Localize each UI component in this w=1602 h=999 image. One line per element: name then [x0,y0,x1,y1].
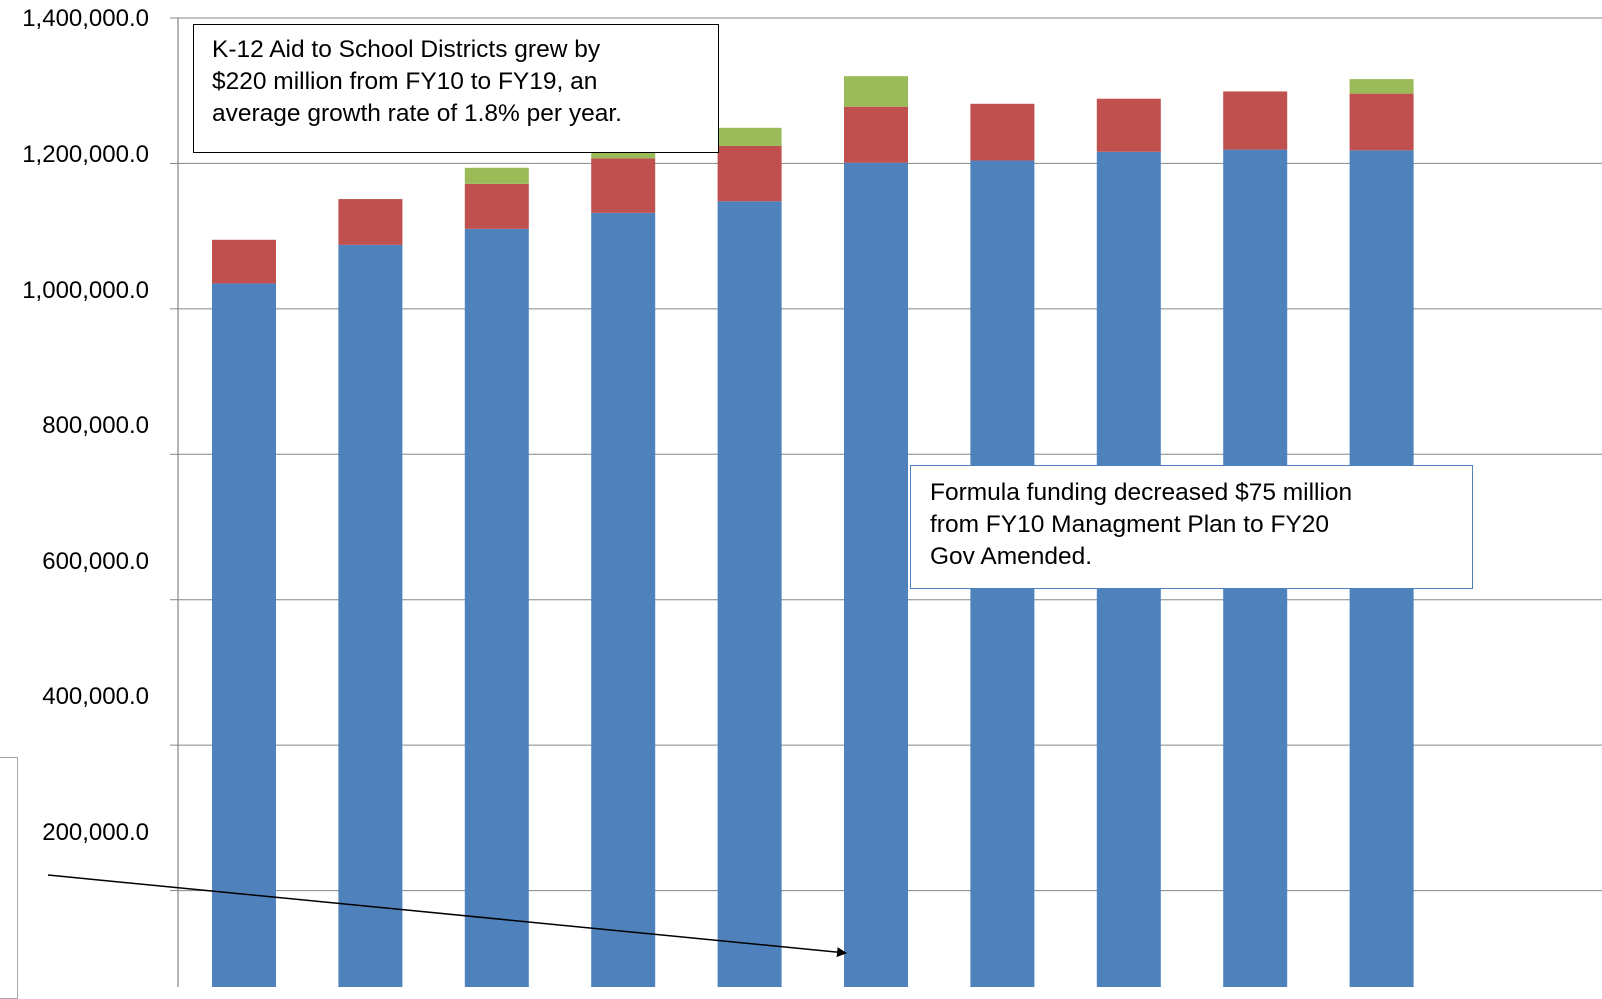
y-tick-label: 1,200,000.0 [22,141,149,168]
bar-segment-middle [1096,98,1161,152]
bar-segment-top [464,167,529,184]
y-tick-label: 400,000.0 [42,683,149,710]
bar-segment-middle [1223,91,1288,150]
bar-segment-middle [970,103,1035,161]
bar-segment-top [844,76,908,107]
annotation-line: average growth rate of 1.8% per year. [212,100,622,127]
bar-segment-middle [338,199,403,245]
y-tick-label: 200,000.0 [42,819,149,846]
bar-segment-middle [591,158,656,213]
annotation-formula-decrease: Formula funding decreased $75 million fr… [910,465,1473,589]
bar-segment-base [212,283,276,987]
annotation-line: Formula funding decreased $75 million [930,479,1353,506]
y-tick-label: 800,000.0 [42,412,149,439]
y-axis [170,17,179,987]
annotation-arrow [47,874,847,958]
bar-segment-middle [464,183,529,229]
bar-segment-middle [1349,93,1414,151]
y-tick-label: 1,000,000.0 [22,277,149,304]
annotation-line: K-12 Aid to School Districts grew by [212,36,601,63]
annotation-growth: K-12 Aid to School Districts grew by $22… [193,24,719,153]
bar-segment-middle [717,145,782,202]
bar-segment-base [338,244,403,987]
bars [212,76,1414,987]
bar-segment-base [844,162,908,987]
clipped-text-box [0,757,18,999]
y-tick-labels: 1,400,000.0 1,200,000.0 1,000,000.0 800,… [22,5,149,846]
annotation-line: Gov Amended. [930,543,1093,570]
bar-segment-top [1349,79,1414,94]
annotation-line: from FY10 Managment Plan to FY20 [930,511,1329,538]
bar-segment-middle [212,239,276,284]
bar-segment-top [717,127,782,146]
y-tick-label: 600,000.0 [42,548,149,575]
bar-segment-base [591,212,656,987]
bar-segment-middle [844,106,908,163]
bar-segment-base [717,201,782,987]
bar-segment-base [464,228,529,987]
annotation-line: $220 million from FY10 to FY19, an [212,68,598,95]
y-tick-label: 1,400,000.0 [22,5,149,32]
